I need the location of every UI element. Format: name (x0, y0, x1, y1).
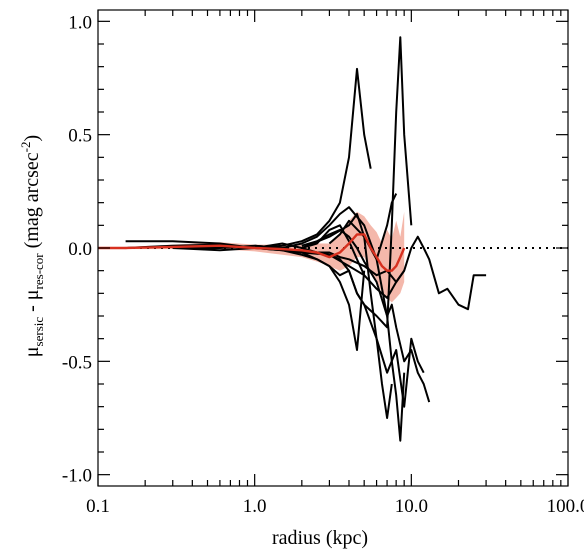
trace-6 (172, 235, 487, 311)
median-line (98, 233, 406, 272)
y-tick-label-0.0: 0.0 (68, 239, 92, 260)
y-axis-minus: - (21, 300, 43, 317)
y-tick-label--0.5: -0.5 (62, 352, 92, 373)
y-tick-label-1.0: 1.0 (68, 12, 92, 33)
y-axis-title: μsersic - μres-cor (mag arcsec-2) (18, 135, 46, 357)
x-tick-label-100.0: 100.0 (547, 496, 584, 517)
x-tick-label-10.0: 10.0 (395, 496, 428, 517)
y-axis-sub-sersic: sersic (31, 317, 46, 347)
tick-labels: 0.1 1.0 10.0 100.0 1.0 0.5 0.0 -0.5 -1.0 (62, 12, 584, 517)
trace-2 (125, 67, 372, 249)
y-tick-label-0.5: 0.5 (68, 126, 92, 147)
x-axis-title: radius (kpc) (272, 527, 368, 549)
y-axis-exponent: -2 (18, 141, 33, 152)
y-axis-unit-open: (mag arcsec (21, 152, 43, 253)
y-axis-sub-rescor: res-cor (31, 253, 46, 290)
trace-8 (301, 213, 393, 419)
spread-band (98, 211, 405, 303)
y-tick-label--1.0: -1.0 (62, 466, 92, 487)
profile-traces (98, 36, 487, 442)
trace-5 (301, 228, 431, 403)
y-axis-mu-2: μ (21, 289, 43, 300)
trace-11 (301, 224, 366, 276)
x-tick-label-1.0: 1.0 (243, 496, 267, 517)
trace-3 (172, 36, 413, 329)
y-axis-unit-close: ) (21, 135, 43, 142)
x-tick-label-0.1: 0.1 (86, 496, 110, 517)
y-axis-mu-1: μ (21, 346, 43, 357)
plot-area (98, 36, 568, 442)
axis-ticks (97, 10, 569, 486)
